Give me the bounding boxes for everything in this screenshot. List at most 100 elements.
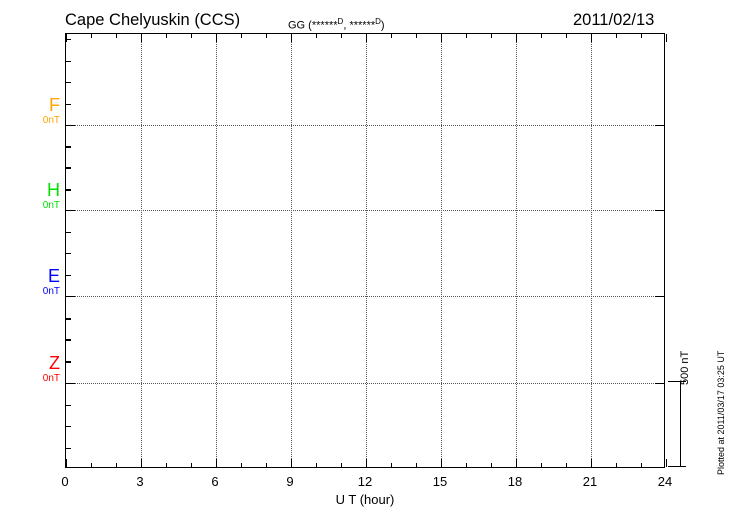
y-axis-major-tick [66, 383, 75, 384]
component-letter: E [47, 266, 60, 286]
x-axis-tick-label: 3 [136, 474, 144, 489]
coord-open-paren: ( [305, 19, 312, 32]
component-label-f: F 0nT [20, 96, 60, 127]
component-label-h: H 0nT [20, 181, 60, 212]
x-axis-minor-tick [241, 463, 242, 467]
component-baseline-value: 0nT [42, 200, 60, 211]
y-axis-minor-tick [66, 103, 71, 105]
y-axis-major-tick [66, 296, 75, 297]
x-axis-minor-tick [316, 34, 317, 38]
y-axis-minor-tick [66, 340, 71, 341]
x-axis-minor-tick [541, 34, 542, 38]
x-axis-major-tick [591, 459, 592, 467]
component-label-z: Z 0nT [20, 354, 60, 385]
coord-longitude-unit: D [375, 17, 381, 26]
y-axis-minor-tick [66, 426, 71, 427]
y-axis-minor-tick [66, 253, 71, 254]
y-axis-major-tick [66, 125, 75, 126]
y-axis-major-tick [655, 383, 664, 384]
coord-latitude: ****** [311, 19, 338, 32]
x-axis-minor-tick [91, 34, 92, 38]
x-axis-minor-tick [641, 463, 642, 467]
x-axis-minor-tick [616, 463, 617, 467]
baseline-gridline-h [66, 210, 664, 211]
x-axis-minor-tick [566, 463, 567, 467]
scale-bar [668, 381, 686, 467]
y-axis-minor-tick [66, 317, 71, 319]
x-axis-major-tick [441, 459, 442, 467]
y-axis-minor-tick [66, 361, 71, 363]
x-axis-major-tick [516, 459, 517, 467]
x-axis-major-tick [66, 459, 67, 467]
y-axis-major-tick [655, 296, 664, 297]
y-axis-major-tick [66, 210, 75, 211]
x-axis-tick-label: 9 [286, 474, 294, 489]
x-gridline [366, 34, 367, 467]
x-axis-tick-label: 24 [657, 474, 673, 489]
baseline-gridline-e [66, 296, 664, 297]
x-axis-minor-tick [91, 463, 92, 467]
x-axis-tick-label: 18 [507, 474, 523, 489]
y-axis-minor-tick [66, 188, 71, 190]
page-title: Cape Chelyuskin (CCS) [65, 11, 241, 29]
x-gridline [591, 34, 592, 467]
x-gridline [216, 34, 217, 467]
x-axis-tick-label: 6 [211, 474, 219, 489]
x-axis-major-tick [591, 34, 592, 42]
y-axis-minor-tick [66, 360, 71, 362]
y-axis-minor-tick [66, 339, 71, 340]
coord-close-paren: ) [380, 19, 385, 32]
geographic-coordinates: GG (******D, ******D) [288, 14, 385, 34]
x-axis-major-tick [516, 34, 517, 42]
scale-bar-bottom-cap [668, 466, 686, 467]
y-axis-minor-tick [66, 318, 71, 320]
component-baseline-value: 0nT [42, 286, 60, 297]
x-axis-major-tick [366, 34, 367, 42]
x-axis-tick-label: 12 [357, 474, 373, 489]
x-axis-minor-tick [116, 34, 117, 38]
x-axis-minor-tick [241, 34, 242, 38]
x-axis-minor-tick [541, 463, 542, 467]
x-axis-major-tick [216, 459, 217, 467]
scale-bar-stem [680, 381, 681, 467]
x-axis-major-tick [666, 459, 667, 467]
y-axis-major-tick [655, 125, 664, 126]
x-axis-minor-tick [266, 463, 267, 467]
observation-date: 2011/02/13 [573, 11, 655, 29]
y-axis-minor-tick [66, 146, 71, 148]
x-axis-minor-tick [491, 34, 492, 38]
x-axis-major-tick [141, 34, 142, 42]
y-axis-minor-tick [66, 404, 71, 406]
y-axis-minor-tick [66, 60, 71, 62]
x-axis-minor-tick [341, 34, 342, 38]
x-axis-minor-tick [416, 34, 417, 38]
component-baseline-value: 0nT [42, 373, 60, 384]
x-axis-minor-tick [166, 34, 167, 38]
x-axis-minor-tick [566, 34, 567, 38]
y-axis-minor-tick [66, 274, 71, 276]
y-axis-minor-tick [66, 82, 71, 83]
x-axis-major-tick [291, 459, 292, 467]
y-axis-minor-tick [66, 145, 71, 147]
x-axis-minor-tick [391, 463, 392, 467]
x-gridline [141, 34, 142, 467]
y-axis-minor-tick [66, 168, 71, 169]
component-letter: F [49, 95, 60, 115]
x-axis-major-tick [141, 459, 142, 467]
y-axis-minor-tick [66, 447, 71, 449]
coord-separator: , [343, 19, 350, 32]
x-axis-minor-tick [191, 34, 192, 38]
x-axis-title: U T (hour) [335, 492, 395, 507]
coord-longitude: ****** [349, 19, 376, 32]
component-letter: H [47, 180, 60, 200]
x-axis-major-tick [366, 459, 367, 467]
component-letter: Z [49, 353, 60, 373]
plot-area [65, 33, 667, 468]
x-axis-minor-tick [316, 463, 317, 467]
y-axis-minor-tick [66, 231, 71, 233]
scale-bar-label: 500 nT [679, 350, 691, 385]
x-axis-minor-tick [266, 34, 267, 38]
x-axis-minor-tick [466, 34, 467, 38]
x-axis-minor-tick [341, 463, 342, 467]
